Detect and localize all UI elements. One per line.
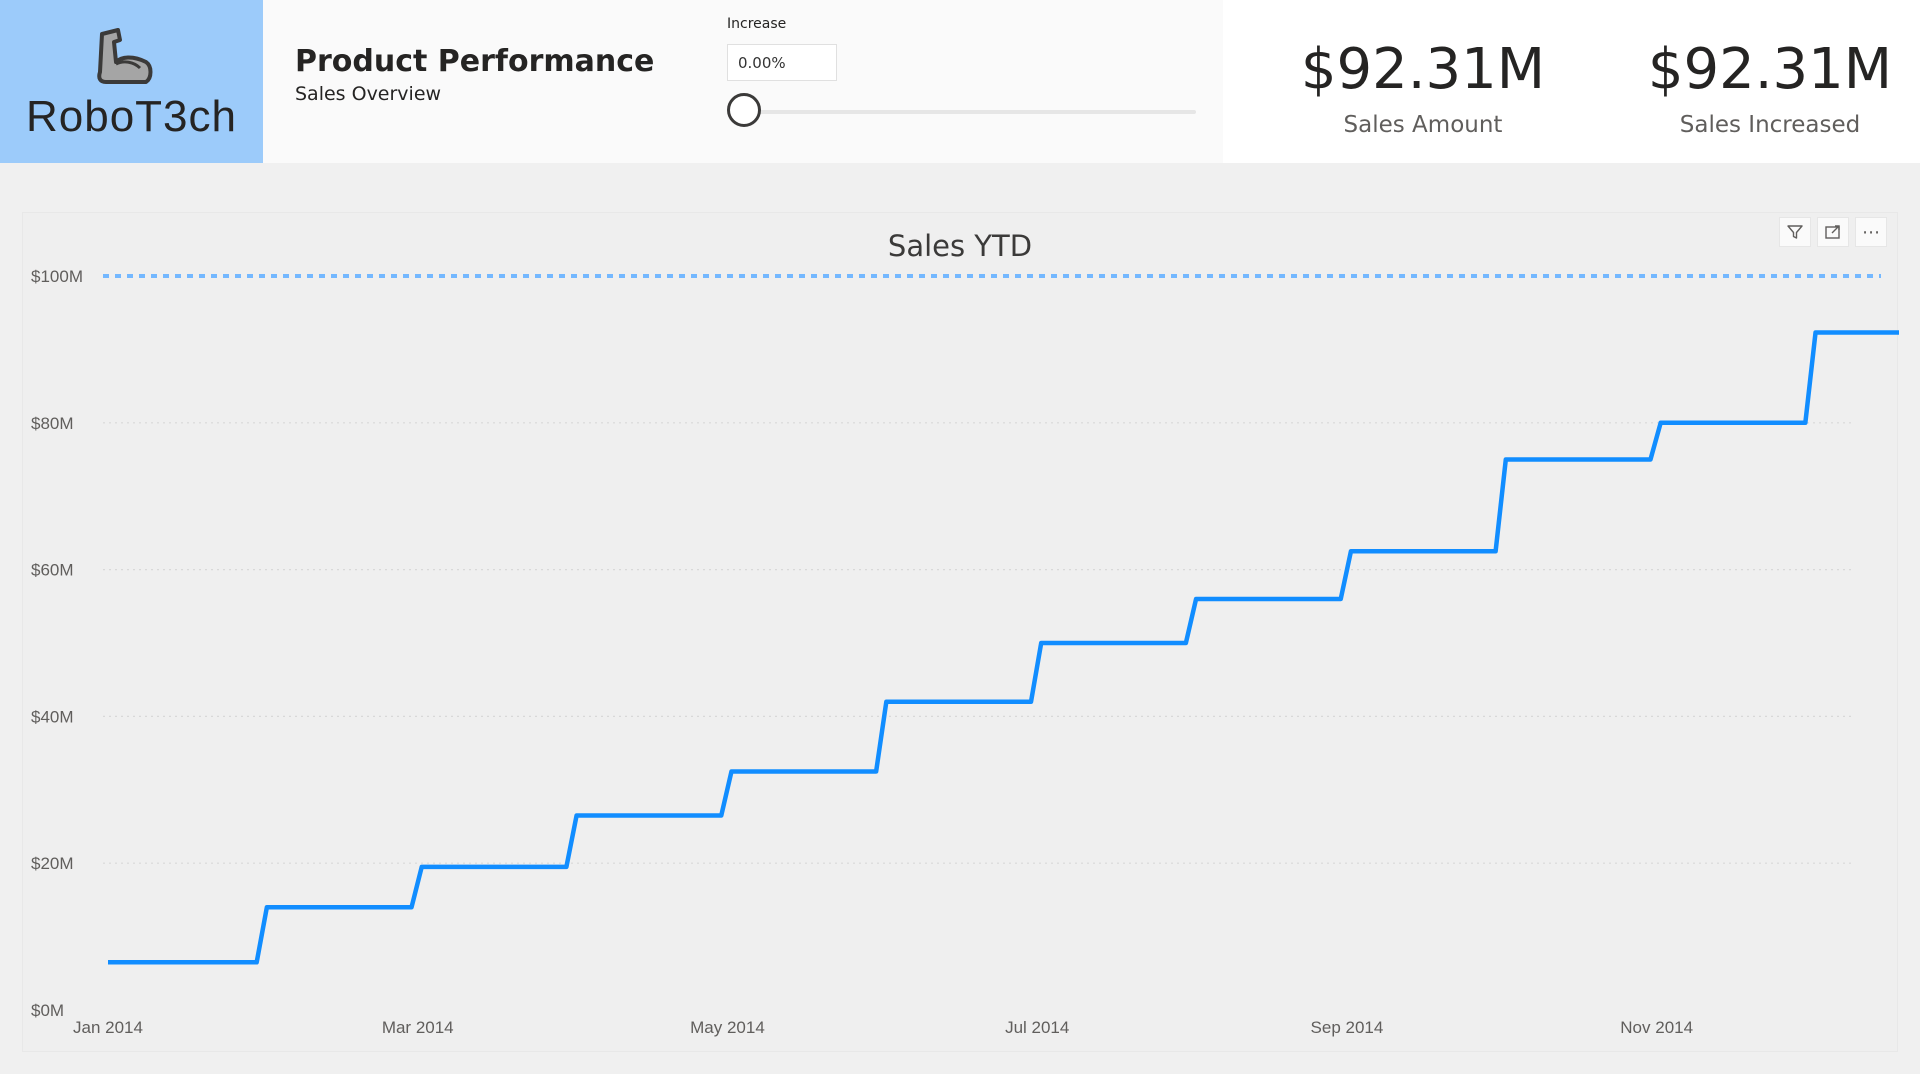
focus-mode-icon[interactable]	[1817, 217, 1849, 247]
logo-text: RoboT3ch	[25, 92, 237, 141]
data-point[interactable]	[1421, 548, 1427, 554]
filter-icon[interactable]	[1779, 217, 1811, 247]
kpi-value: $92.31M	[1647, 37, 1893, 102]
page-subtitle: Sales Overview	[295, 83, 442, 105]
sales-ytd-chart[interactable]: $0M $20M $40M $60M $80M $100M Jan 2014 Mar 2014…	[22, 212, 1899, 1052]
y-tick-label: $100M	[31, 267, 83, 286]
more-options-button[interactable]: ⋯	[1855, 217, 1887, 247]
page-title: Product Performance	[295, 44, 655, 79]
data-point[interactable]	[1112, 640, 1118, 646]
y-tick-label: $20M	[31, 854, 74, 873]
logo-tile: RoboT3ch	[0, 0, 263, 163]
x-tick-label: Jul 2014	[1005, 1018, 1069, 1037]
x-tick-label: Jan 2014	[73, 1018, 143, 1037]
increase-value-input[interactable]	[727, 44, 837, 81]
data-point[interactable]	[1731, 420, 1737, 426]
kpi-panel: $92.31M Sales Amount $92.31M Sales Incre…	[1223, 0, 1920, 163]
data-point[interactable]	[182, 959, 188, 965]
kpi-sales-increased: $92.31M Sales Increased	[1600, 32, 1920, 138]
data-point[interactable]	[337, 904, 343, 910]
data-point[interactable]	[647, 812, 653, 818]
kpi-sales-amount: $92.31M Sales Amount	[1253, 32, 1593, 138]
x-tick-label: Nov 2014	[1620, 1018, 1693, 1037]
increase-slider-thumb[interactable]	[727, 93, 761, 127]
kpi-value: $92.31M	[1300, 37, 1546, 102]
data-point[interactable]	[957, 699, 963, 705]
series-line[interactable]	[108, 330, 1899, 965]
data-point[interactable]	[1267, 596, 1273, 602]
kpi-label: Sales Increased	[1679, 112, 1861, 138]
y-tick-label: $60M	[31, 561, 74, 580]
x-tick-label: May 2014	[690, 1018, 765, 1037]
increase-slicer-label: Increase	[727, 16, 787, 32]
chart-canvas: $0M $20M $40M $60M $80M $100M Jan 2014 Mar 2014…	[31, 267, 1899, 1037]
visual-header: ⋯	[1779, 217, 1887, 247]
data-point[interactable]	[1576, 457, 1582, 463]
data-point[interactable]	[802, 768, 808, 774]
y-tick-label: $0M	[31, 1001, 64, 1020]
chart-title: Sales YTD	[887, 229, 1033, 263]
data-point[interactable]	[492, 864, 498, 870]
increase-slider-track[interactable]	[746, 110, 1196, 114]
y-tick-label: $40M	[31, 707, 74, 726]
kpi-label: Sales Amount	[1343, 112, 1503, 138]
data-point[interactable]	[1886, 329, 1892, 335]
x-tick-label: Mar 2014	[382, 1018, 454, 1037]
y-tick-label: $80M	[31, 414, 74, 433]
flexed-arm-icon	[97, 28, 153, 84]
header-panel: Product Performance Sales Overview Incre…	[263, 0, 1223, 163]
x-tick-label: Sep 2014	[1311, 1018, 1384, 1037]
